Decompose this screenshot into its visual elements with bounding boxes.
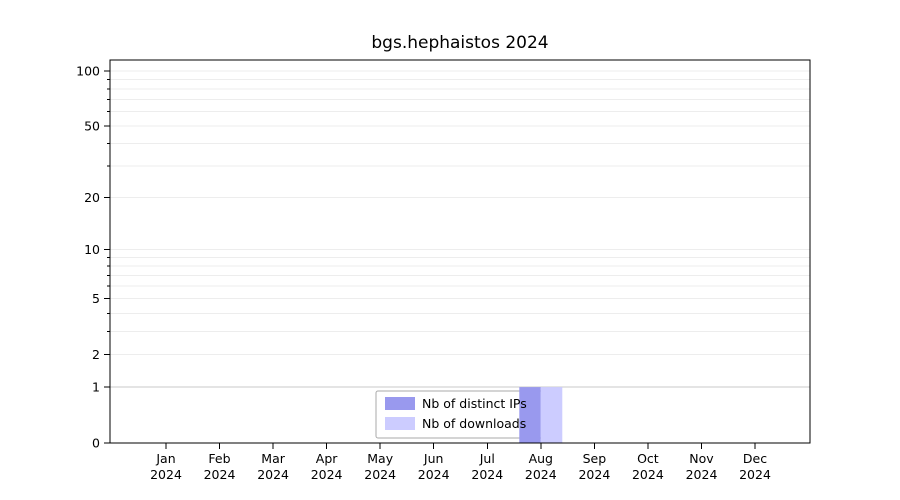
x-label-year-mar: 2024 [257, 467, 289, 482]
y-tick-label-20: 20 [84, 190, 100, 205]
y-tick-label-0: 0 [92, 436, 100, 451]
x-label-year-may: 2024 [364, 467, 396, 482]
x-label-year-jan: 2024 [150, 467, 182, 482]
x-label-month-jul: Jul [479, 451, 495, 466]
plot-frame [109, 59, 811, 444]
bars [519, 387, 563, 443]
x-label-year-oct: 2024 [632, 467, 664, 482]
y-tick-label-100: 100 [76, 64, 100, 79]
x-label-year-jun: 2024 [418, 467, 450, 482]
x-label-year-sep: 2024 [578, 467, 610, 482]
x-label-year-dec: 2024 [739, 467, 771, 482]
x-label-month-may: May [367, 451, 393, 466]
x-label-month-apr: Apr [316, 451, 338, 466]
chart-title: bgs.hephaistos 2024 [371, 33, 548, 53]
x-label-month-feb: Feb [208, 451, 230, 466]
x-label-month-dec: Dec [743, 451, 767, 466]
plot-border [109, 59, 811, 444]
y-tick-label-5: 5 [92, 291, 100, 306]
legend-items: Nb of distinct IPs Nb of downloads [385, 396, 527, 431]
legend-label-series0: Nb of distinct IPs [422, 396, 527, 411]
legend-swatch-series0 [385, 397, 415, 410]
x-label-year-aug: 2024 [525, 467, 557, 482]
x-label-month-oct: Oct [637, 451, 659, 466]
axis-ticks-and-labels: 0125102050100Jan2024Feb2024Mar2024Apr202… [76, 64, 771, 483]
bar-aug-series0 [519, 387, 541, 443]
y-tick-label-10: 10 [84, 242, 100, 257]
x-label-month-jun: Jun [423, 451, 444, 466]
x-label-year-jul: 2024 [471, 467, 503, 482]
x-label-month-nov: Nov [689, 451, 714, 466]
x-label-year-apr: 2024 [311, 467, 343, 482]
x-label-month-sep: Sep [583, 451, 607, 466]
gridlines [110, 70, 810, 388]
x-label-month-jan: Jan [155, 451, 175, 466]
y-tick-label-1: 1 [92, 380, 100, 395]
y-tick-label-50: 50 [84, 119, 100, 134]
x-label-year-nov: 2024 [686, 467, 718, 482]
legend-swatch-series1 [385, 417, 415, 430]
legend-label-series1: Nb of downloads [422, 416, 526, 431]
y-tick-label-2: 2 [92, 347, 100, 362]
bar-aug-series1 [540, 387, 563, 443]
x-label-month-aug: Aug [529, 451, 553, 466]
x-label-year-feb: 2024 [204, 467, 236, 482]
x-label-month-mar: Mar [261, 451, 285, 466]
